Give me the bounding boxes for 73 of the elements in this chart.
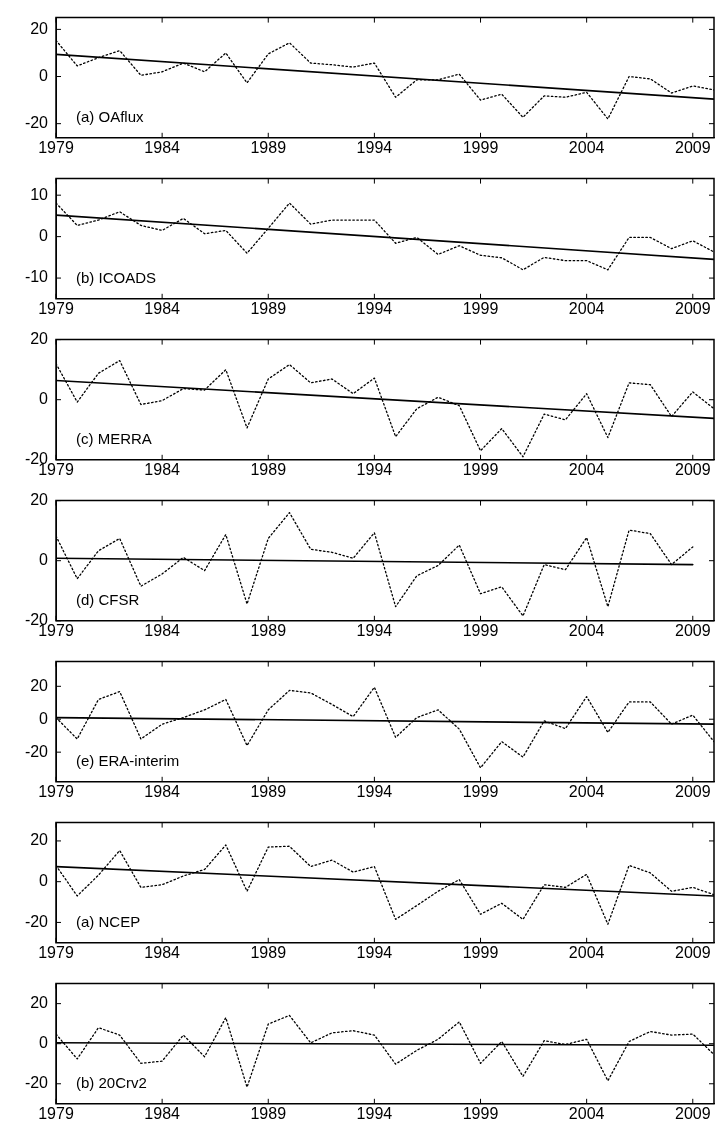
x-tick-label: 1984 [144, 782, 181, 800]
x-tick-label: 1999 [462, 1104, 499, 1122]
x-tick-label: 1989 [250, 138, 287, 156]
y-tick-label: -20 [24, 912, 49, 930]
x-tick-label: 1994 [356, 299, 393, 317]
x-tick-label: 2009 [674, 621, 711, 639]
y-tick-label: 0 [39, 1034, 49, 1052]
y-tick-label: 20 [30, 994, 49, 1012]
y-tick-label: -20 [24, 742, 49, 760]
y-tick-label: -10 [24, 268, 49, 286]
annotation: (c) MERRA [76, 429, 152, 447]
y-tick-label: 0 [39, 551, 49, 569]
y-tick-label: 0 [39, 227, 49, 245]
y-tick-label: 20 [30, 676, 49, 694]
annotation: (d) CFSR [76, 590, 140, 608]
x-tick-label: 1994 [356, 782, 393, 800]
x-tick-label: 1984 [144, 1104, 181, 1122]
x-tick-label: 1989 [250, 782, 287, 800]
x-tick-label: 1999 [462, 782, 499, 800]
annotation: (e) ERA-interim [76, 751, 180, 769]
y-tick-label: 0 [39, 390, 49, 408]
y-tick-label: 0 [39, 709, 49, 727]
x-tick-label: 1994 [356, 621, 393, 639]
y-tick-label: -20 [24, 1074, 49, 1092]
x-tick-label: 1999 [462, 299, 499, 317]
x-tick-label: 1994 [356, 943, 393, 961]
x-tick-label: 1979 [38, 299, 74, 317]
x-tick-label: 2009 [674, 1104, 711, 1122]
x-tick-label: 1984 [144, 943, 181, 961]
y-tick-label: 20 [30, 330, 49, 348]
x-tick-label: 1984 [144, 621, 181, 639]
x-tick-label: 1979 [38, 782, 74, 800]
x-tick-label: 2004 [568, 138, 605, 156]
x-tick-label: 1984 [144, 299, 181, 317]
x-tick-label: 1999 [462, 943, 499, 961]
x-tick-label: 2004 [568, 1104, 605, 1122]
x-tick-label: 2004 [568, 943, 605, 961]
y-tick-label: 10 [30, 185, 49, 203]
x-tick-label: 2009 [674, 460, 711, 478]
x-tick-label: 2009 [674, 782, 711, 800]
x-tick-label: 1984 [144, 460, 181, 478]
x-tick-label: 2009 [674, 299, 711, 317]
x-tick-label: 2009 [674, 943, 711, 961]
x-tick-label: 1994 [356, 460, 393, 478]
y-tick-label: 0 [39, 872, 49, 890]
x-tick-label: 2004 [568, 621, 605, 639]
annotation: (a) NCEP [76, 912, 141, 930]
x-tick-label: 1979 [38, 943, 74, 961]
x-tick-label: 1999 [462, 138, 499, 156]
x-tick-label: 1999 [462, 621, 499, 639]
x-tick-label: 1989 [250, 299, 287, 317]
annotation: (b) ICOADS [76, 268, 157, 286]
y-tick-label: 20 [30, 19, 49, 37]
x-tick-label: 2009 [674, 138, 711, 156]
x-tick-label: 2004 [568, 782, 605, 800]
x-tick-label: 1994 [356, 1104, 393, 1122]
x-tick-label: 1989 [250, 1104, 287, 1122]
y-tick-label: 20 [30, 831, 49, 849]
annotation: (b) 20Crv2 [76, 1073, 147, 1091]
x-tick-label: 1994 [356, 138, 393, 156]
x-tick-label: 1984 [144, 138, 181, 156]
x-tick-label: 2004 [568, 299, 605, 317]
x-tick-label: 1989 [250, 460, 287, 478]
x-tick-label: 1979 [38, 138, 74, 156]
y-tick-label: -20 [24, 114, 49, 132]
x-tick-label: 1989 [250, 621, 287, 639]
x-tick-label: 1979 [38, 1104, 74, 1122]
x-tick-label: 2004 [568, 460, 605, 478]
x-tick-label: 1999 [462, 460, 499, 478]
y-tick-label: 0 [39, 66, 49, 84]
y-tick-label: 20 [30, 491, 49, 509]
annotation: (a) OAflux [76, 107, 145, 125]
x-tick-label: 1989 [250, 943, 287, 961]
